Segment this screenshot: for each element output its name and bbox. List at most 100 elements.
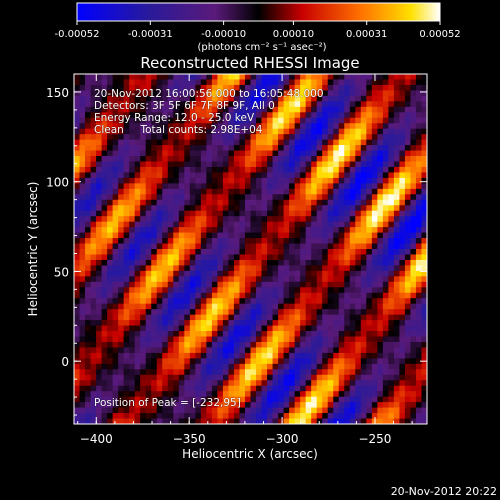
- heatmap-cell: [173, 238, 180, 244]
- heatmap-cell: [79, 281, 86, 288]
- heatmap-cell: [156, 341, 163, 348]
- heatmap-cell: [327, 413, 334, 419]
- heatmap-cell: [311, 95, 318, 102]
- heatmap-cell: [421, 210, 427, 217]
- heatmap-cell: [200, 385, 207, 392]
- heatmap-cell: [360, 331, 367, 337]
- heatmap-cell: [101, 95, 108, 102]
- heatmap-cell: [189, 90, 196, 97]
- heatmap-cell: [267, 320, 273, 326]
- heatmap-cell: [112, 254, 119, 261]
- heatmap-cell: [294, 325, 301, 332]
- plot-frame: [73, 73, 428, 425]
- heatmap-cell: [74, 183, 80, 190]
- heatmap-cell: [200, 265, 207, 272]
- heatmap-cell: [206, 194, 213, 201]
- heatmap-cell: [156, 380, 163, 387]
- heatmap-cell: [421, 139, 427, 146]
- heatmap-cell: [184, 292, 191, 299]
- heatmap-cell: [151, 128, 158, 135]
- heatmap-cell: [305, 341, 312, 348]
- heatmap-cell: [382, 341, 389, 348]
- heatmap-cell: [162, 270, 169, 277]
- heatmap-cell: [283, 139, 290, 146]
- heatmap-cell: [239, 336, 246, 343]
- heatmap-cell: [349, 128, 356, 135]
- heatmap-cell: [360, 385, 367, 392]
- heatmap-cell: [278, 188, 284, 195]
- heatmap-cell: [74, 270, 80, 277]
- heatmap-cell: [134, 259, 141, 266]
- heatmap-cell: [316, 358, 323, 365]
- heatmap-cell: [294, 172, 301, 179]
- heatmap-cell: [129, 369, 136, 376]
- heatmap-cell: [200, 166, 207, 173]
- heatmap-cell: [74, 172, 80, 179]
- heatmap-cell: [333, 369, 340, 376]
- heatmap-cell: [233, 177, 240, 184]
- heatmap-cell: [233, 341, 240, 348]
- heatmap-cell: [316, 106, 323, 113]
- heatmap-cell: [79, 259, 86, 266]
- heatmap-cell: [404, 276, 411, 283]
- heatmap-cell: [272, 194, 279, 201]
- heatmap-cell: [228, 112, 235, 119]
- heatmap-cell: [393, 227, 400, 233]
- heatmap-cell: [399, 331, 406, 337]
- heatmap-cell: [96, 183, 102, 190]
- heatmap-cell: [217, 385, 224, 392]
- heatmap-cell: [415, 363, 422, 370]
- heatmap-cell: [415, 112, 422, 119]
- heatmap-cell: [278, 95, 284, 102]
- heatmap-cell: [261, 380, 268, 387]
- heatmap-cell: [222, 325, 229, 332]
- heatmap-cell: [261, 84, 268, 91]
- heatmap-cell: [162, 385, 169, 392]
- heatmap-cell: [118, 270, 125, 277]
- heatmap-cell: [233, 369, 240, 376]
- heatmap-cell: [101, 145, 108, 151]
- heatmap-cell: [294, 341, 301, 348]
- heatmap-cell: [377, 139, 384, 146]
- heatmap-cell: [388, 134, 395, 141]
- heatmap-cell: [228, 172, 235, 179]
- heatmap-cell: [184, 232, 191, 239]
- heatmap-cell: [404, 358, 411, 365]
- heatmap-cell: [327, 320, 334, 326]
- heatmap-cell: [388, 303, 395, 310]
- heatmap-cell: [90, 172, 97, 179]
- heatmap-cell: [222, 232, 229, 239]
- heatmap-cell: [222, 309, 229, 316]
- heatmap-cell: [399, 396, 406, 403]
- heatmap-cell: [79, 221, 86, 228]
- heatmap-cell: [90, 325, 97, 332]
- heatmap-cell: [349, 265, 356, 272]
- heatmap-cell: [184, 265, 191, 272]
- heatmap-cell: [178, 281, 185, 288]
- heatmap-cell: [239, 385, 246, 392]
- heatmap-cell: [267, 117, 273, 124]
- heatmap-cell: [322, 84, 329, 91]
- heatmap-cell: [189, 112, 196, 119]
- heatmap-cell: [305, 183, 312, 190]
- heatmap-cell: [134, 106, 141, 113]
- heatmap-cell: [123, 95, 130, 102]
- heatmap-cell: [162, 232, 169, 239]
- heatmap-cell: [377, 265, 384, 272]
- heatmap-cell: [112, 347, 119, 354]
- heatmap-cell: [85, 314, 91, 321]
- heatmap-cell: [189, 216, 196, 223]
- heatmap-cell: [244, 74, 251, 80]
- heatmap-cell: [90, 281, 97, 288]
- heatmap-cell: [112, 161, 119, 168]
- heatmap-cell: [123, 369, 130, 376]
- heatmap-cell: [74, 385, 80, 392]
- heatmap-cell: [151, 287, 158, 294]
- heatmap-cell: [79, 134, 86, 141]
- heatmap-cell: [305, 177, 312, 184]
- heatmap-cell: [233, 134, 240, 141]
- heatmap-cell: [399, 90, 406, 97]
- heatmap-cell: [377, 95, 384, 102]
- heatmap-cell: [239, 106, 246, 113]
- heatmap-cell: [217, 363, 224, 370]
